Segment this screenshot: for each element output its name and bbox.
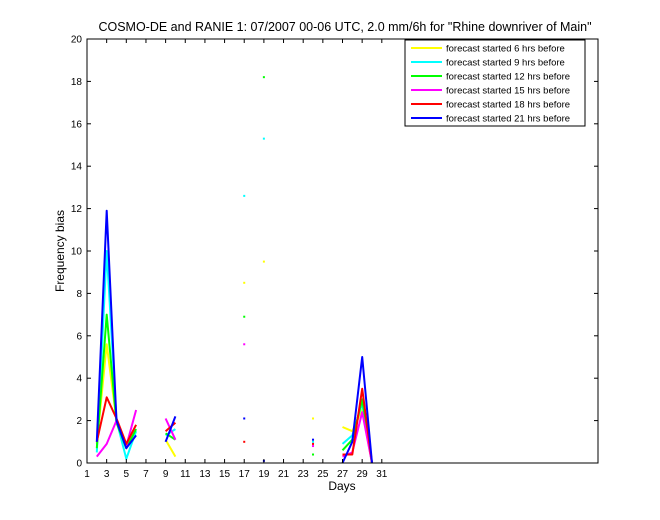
- x-tick-label: 11: [180, 469, 191, 480]
- legend-box: [404, 39, 586, 127]
- chart-title: COSMO-DE and RANIE 1: 07/2007 00-06 UTC,…: [98, 20, 591, 34]
- y-axis-label: Frequency bias: [53, 210, 67, 292]
- data-point: [243, 315, 246, 318]
- series-2: [95, 137, 373, 464]
- x-tick-label: 31: [376, 469, 388, 480]
- y-tick-label: 4: [76, 374, 82, 385]
- data-point: [262, 76, 265, 79]
- y-tick-label: 10: [71, 247, 83, 258]
- legend-entry: forecast started 9 hrs before: [446, 58, 565, 69]
- data-point: [243, 281, 246, 284]
- y-tick-label: 14: [71, 162, 83, 173]
- series-line: [164, 439, 177, 458]
- x-tick-label: 3: [104, 469, 110, 480]
- data-point: [312, 453, 315, 456]
- legend-entry: forecast started 18 hrs before: [446, 100, 570, 111]
- y-tick-label: 2: [76, 416, 82, 427]
- x-tick-label: 17: [239, 469, 251, 480]
- y-tick-label: 8: [76, 289, 82, 300]
- series-5: [95, 387, 373, 464]
- x-tick-label: 19: [258, 469, 270, 480]
- data-point: [312, 438, 315, 441]
- x-tick-label: 7: [143, 469, 149, 480]
- series-line: [95, 209, 137, 450]
- data-point: [243, 343, 246, 346]
- y-tick-label: 6: [76, 331, 82, 342]
- x-tick-label: 1: [84, 469, 90, 480]
- legend: forecast started 6 hrs before forecast st…: [404, 39, 586, 127]
- data-point: [243, 417, 246, 420]
- x-tick-label: 5: [124, 469, 130, 480]
- series-6: [95, 209, 373, 464]
- legend-entry: forecast started 21 hrs before: [446, 114, 570, 125]
- legend-entry: forecast started 12 hrs before: [446, 72, 570, 83]
- data-point: [312, 440, 315, 443]
- x-tick-label: 9: [163, 469, 169, 480]
- data-point: [243, 194, 246, 197]
- x-tick-label: 25: [317, 469, 329, 480]
- x-axis-label: Days: [328, 479, 355, 493]
- series-4: [96, 343, 373, 464]
- x-tick-label: 13: [199, 469, 211, 480]
- legend-entry: forecast started 6 hrs before: [446, 44, 565, 55]
- data-point: [312, 442, 315, 445]
- x-tick-label: 21: [278, 469, 290, 480]
- data-point: [312, 417, 315, 420]
- data-point: [312, 445, 315, 448]
- x-tick-label: 23: [298, 469, 310, 480]
- y-tick-label: 16: [71, 119, 83, 130]
- series-line: [164, 416, 177, 443]
- legend-entry: forecast started 15 hrs before: [446, 86, 570, 97]
- series-1: [95, 260, 373, 464]
- x-tick-label: 29: [357, 469, 369, 480]
- data-point: [243, 440, 246, 443]
- data-point: [262, 137, 265, 140]
- series-3: [95, 76, 373, 464]
- y-tick-label: 18: [71, 77, 83, 88]
- x-tick-label: 15: [219, 469, 231, 480]
- x-tick-label: 27: [337, 469, 349, 480]
- y-tick-label: 20: [71, 35, 83, 46]
- series-line: [341, 356, 373, 464]
- data-point: [262, 260, 265, 263]
- series-line: [165, 432, 176, 441]
- y-tick-label: 0: [76, 459, 82, 470]
- y-tick-label: 12: [71, 204, 83, 215]
